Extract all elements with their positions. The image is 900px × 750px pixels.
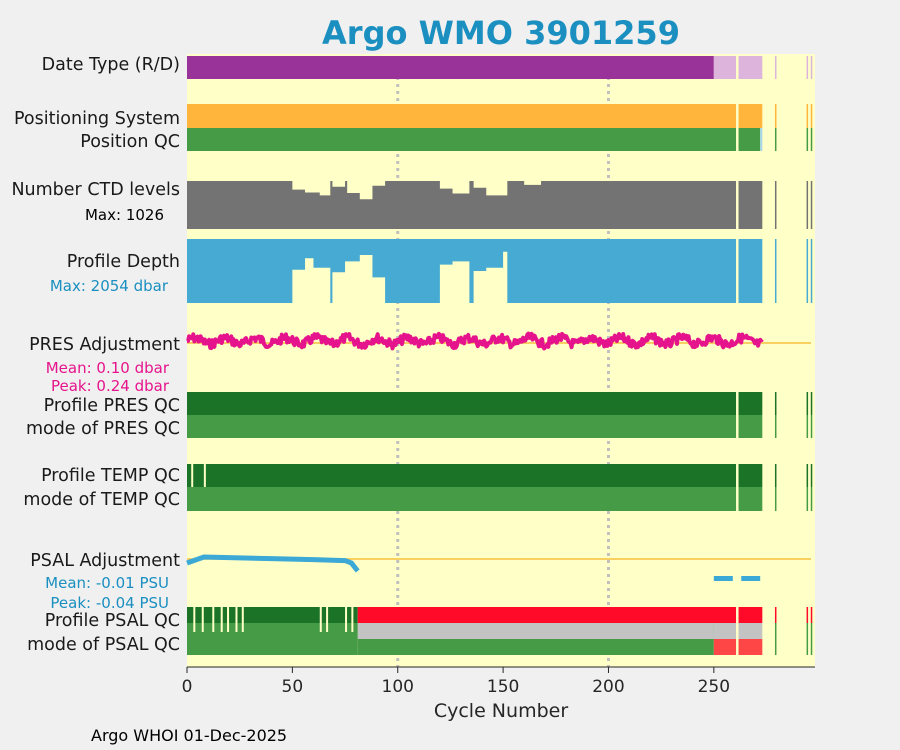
- late-cycle-date_type-0: [774, 56, 777, 79]
- late-cycle-positioning-0: [774, 104, 777, 128]
- psal-adj-late-0: [713, 576, 733, 581]
- late-cycle-position_qc-2: [810, 128, 813, 151]
- late-cycle-pres_qc-2: [810, 392, 813, 415]
- late-cycle-ctd_levels-2: [810, 181, 813, 229]
- late-cycle-pres_mode-0: [774, 415, 777, 438]
- psal_mode-segment-1: [357, 623, 714, 639]
- x-tick-label-3: 150: [487, 677, 519, 697]
- x-axis-label: Cycle Number: [434, 700, 568, 722]
- psal-adj-late-1: [741, 576, 761, 581]
- late-cycle-temp_qc-0: [774, 464, 777, 487]
- row-label-positioning-system: Positioning System: [14, 109, 180, 129]
- psal-adj-mean: Mean: -0.01 PSU: [45, 574, 169, 592]
- psal_qc-segment-0: [187, 607, 358, 623]
- psal-adj-line: [186, 554, 360, 573]
- psal-qc-gap-0: [193, 607, 196, 632]
- row-label-profile-psal-qc: Profile PSAL QC: [45, 611, 180, 631]
- row-label-psal-adjustment: PSAL Adjustment: [30, 551, 180, 571]
- late-cycle-temp_qc-1: [806, 464, 809, 487]
- pres-adj-line: [186, 331, 764, 351]
- late-cycle-psal_qc-1: [806, 607, 809, 623]
- psal_qc-segment-1: [357, 607, 763, 623]
- late-cycle-date_type-1: [806, 56, 809, 79]
- x-tick-label-5: 250: [698, 677, 730, 697]
- late-cycle-pres_qc-0: [774, 392, 777, 415]
- row-label-position-qc: Position QC: [80, 132, 180, 152]
- psal-qc-gap-2: [212, 607, 215, 632]
- row-label-profile-temp-qc: Profile TEMP QC: [41, 466, 180, 486]
- late-cycle-psal_qc-0: [774, 607, 777, 623]
- late-cycle-date_type-2: [810, 56, 813, 79]
- temp_mode-segment-0: [187, 487, 763, 511]
- gap-mark-0: [736, 56, 739, 655]
- row-label-profile-pres-qc: Profile PRES QC: [44, 396, 180, 416]
- late-cycle-profile_depth-0: [774, 239, 777, 303]
- temp-qc-gap-1: [203, 464, 206, 487]
- late-cycle-ctd_levels-1: [806, 181, 809, 229]
- temp_qc-segment-0: [187, 464, 763, 487]
- depth-max-label: Max: 2054 dbar: [50, 277, 169, 295]
- position_qc-segment-1: [760, 128, 763, 151]
- row-label-number-ctd-levels: Number CTD levels: [11, 180, 180, 200]
- late-cycle-positioning-1: [806, 104, 809, 128]
- profile-depth-area: [187, 239, 763, 303]
- row-label-mode-pres-qc: mode of PRES QC: [26, 419, 180, 439]
- position_qc-segment-0: [187, 128, 761, 151]
- late-cycle-position_qc-0: [774, 128, 777, 151]
- psal-qc-gap-4: [227, 607, 230, 632]
- psal-qc-gap-1: [201, 607, 204, 632]
- pres-adj-peak: Peak: 0.24 dbar: [51, 377, 170, 395]
- x-axis-ticks: 0 50 100 150 200 250: [182, 667, 730, 697]
- row-label-mode-temp-qc: mode of TEMP QC: [23, 490, 180, 510]
- psal-adj-peak: Peak: -0.04 PSU: [50, 594, 169, 612]
- late-cycle-psal_mode-1: [806, 623, 809, 655]
- psal-qc-gap-9: [345, 607, 348, 632]
- late-cycle-pres_mode-1: [806, 415, 809, 438]
- psal-qc-gap-6: [241, 607, 244, 632]
- row-label-date-type: Date Type (R/D): [42, 55, 180, 75]
- footer-credit: Argo WHOI 01-Dec-2025: [91, 726, 287, 745]
- late-cycle-pres_qc-1: [806, 392, 809, 415]
- late-cycle-positioning-2: [810, 104, 813, 128]
- row-label-profile-depth: Profile Depth: [67, 252, 180, 272]
- late-cycle-temp_mode-1: [806, 487, 809, 511]
- plot-area: [186, 56, 813, 667]
- plot-background: [187, 54, 815, 667]
- x-tick-label-2: 100: [382, 677, 414, 697]
- late-cycle-position_qc-1: [806, 128, 809, 151]
- psal-qc-gap-5: [235, 607, 238, 632]
- x-tick-label-4: 200: [592, 677, 624, 697]
- late-cycle-profile_depth-1: [806, 239, 809, 303]
- gap-mark-1: [763, 56, 766, 655]
- late-cycle-pres_mode-2: [810, 415, 813, 438]
- psal-qc-gap-3: [220, 607, 223, 632]
- late-cycle-psal_mode-2: [810, 623, 813, 655]
- date_type-segment-0: [187, 56, 714, 79]
- psal-qc-gap-8: [326, 607, 329, 632]
- x-tick-label-1: 50: [282, 677, 304, 697]
- late-cycle-temp_mode-0: [774, 487, 777, 511]
- pres_mode-segment-0: [187, 415, 763, 438]
- ctd-max-label: Max: 1026: [85, 206, 164, 224]
- late-cycle-psal_qc-2: [810, 607, 813, 623]
- temp-qc-gap-0: [191, 464, 194, 487]
- row-label-mode-psal-qc: mode of PSAL QC: [27, 635, 180, 655]
- late-cycle-temp_mode-2: [810, 487, 813, 511]
- psal_mode-segment-0: [187, 623, 358, 655]
- pres-adj-mean: Mean: 0.10 dbar: [46, 359, 170, 377]
- row-label-pres-adjustment: PRES Adjustment: [29, 335, 180, 355]
- late-cycle-profile_depth-2: [810, 239, 813, 303]
- ctd-levels-area: [187, 181, 763, 229]
- late-cycle-temp_qc-2: [810, 464, 813, 487]
- late-cycle-ctd_levels-0: [774, 181, 777, 229]
- psal-qc-gap-7: [319, 607, 322, 632]
- positioning-segment-0: [187, 104, 763, 128]
- x-tick-label-0: 0: [182, 677, 193, 697]
- chart-title: Argo WMO 3901259: [322, 14, 680, 52]
- late-cycle-psal_mode-0: [774, 623, 777, 655]
- pres_qc-segment-0: [187, 392, 763, 415]
- psal-qc-gap-10: [351, 607, 354, 632]
